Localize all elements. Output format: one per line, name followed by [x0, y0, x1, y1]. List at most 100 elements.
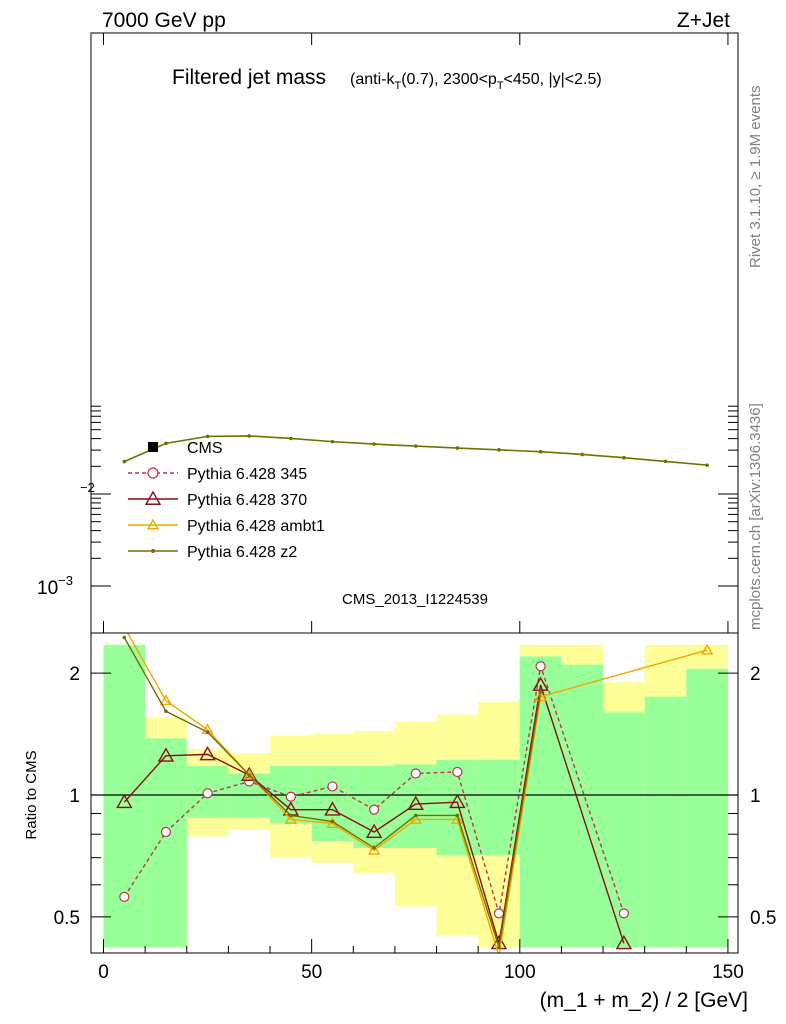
- ratio-point: [618, 908, 629, 919]
- ratio-point: [407, 795, 424, 810]
- ratio-point: [247, 773, 252, 777]
- green-band-bin: [519, 656, 562, 948]
- main-series: [122, 434, 709, 467]
- ratio-point: [365, 823, 383, 838]
- ratio-series-pythia-6-428-ambt1: [126, 633, 714, 953]
- legend-item-pythia-6-428-z2: Pythia 6.428 z2: [128, 544, 297, 561]
- ratio-y-tick-label-right: 0.5: [750, 908, 776, 929]
- ratio-point: [205, 730, 210, 734]
- data-point: [538, 449, 543, 454]
- main-panel-frame: [90, 32, 739, 634]
- ratio-point: [202, 788, 213, 799]
- data-point: [705, 463, 709, 467]
- ratio-point: [159, 694, 173, 706]
- uncertainty-bands: [103, 644, 728, 948]
- analysis-id: CMS_2013_I1224539: [342, 591, 488, 608]
- legend: CMS Pythia 6.428 345 Pythia 6.428 370 Pythi…: [128, 440, 325, 561]
- ratio-point: [451, 813, 464, 824]
- ratio-y-tick-label: 1: [69, 786, 80, 807]
- main-y-axis: [91, 33, 738, 633]
- ratio-point: [368, 804, 380, 815]
- ratio-point: [285, 791, 296, 802]
- data-point: [663, 459, 668, 464]
- legend-marker: [151, 549, 155, 553]
- ratio-point: [372, 846, 376, 850]
- legend-item-pythia-6-428-345: Pythia 6.428 345: [128, 466, 307, 483]
- ratio-axes: 0.5 0.5 1 1 2 2 0 50 100 150: [54, 664, 777, 983]
- ratio-y-tick-label-right: 2: [750, 664, 761, 685]
- ratio-point: [413, 813, 418, 818]
- x-tick-label: 50: [301, 962, 322, 983]
- ratio-y-tick-label: 2: [69, 664, 80, 685]
- ratio-series-pythia-6-428-345: [119, 661, 629, 919]
- ratio-point: [535, 661, 546, 672]
- ratio-y-tick-label-right: 1: [750, 786, 761, 807]
- legend-item-pythia-6-428-ambt1: Pythia 6.428 ambt1: [128, 518, 325, 535]
- legend-marker: [146, 518, 160, 530]
- ratio-point: [199, 745, 216, 761]
- process-label: Z+Jet: [677, 9, 730, 32]
- ratio-point: [493, 908, 505, 919]
- ratio-point: [242, 768, 256, 780]
- ratio-point: [122, 635, 127, 640]
- green-band-bin: [686, 668, 728, 948]
- green-band-bin: [561, 664, 604, 948]
- plot-title: Filtered jet mass (anti-kT(0.7), 2300<pT…: [172, 66, 602, 92]
- ratio-y-tick-label: 0.5: [54, 908, 80, 929]
- data-point: [205, 434, 210, 439]
- mcplots-label: mcplots.cern.ch [arXiv:1306.3436]: [747, 403, 764, 630]
- ratio-point: [615, 934, 633, 950]
- legend-marker: [147, 467, 159, 479]
- data-point: [372, 442, 376, 446]
- ratio-point: [289, 813, 293, 818]
- energy-label: 7000 GeV pp: [102, 9, 226, 32]
- data-point: [330, 439, 335, 444]
- ratio-point: [116, 793, 133, 809]
- data-point: [122, 459, 127, 464]
- title-main: Filtered jet mass: [172, 66, 326, 89]
- data-point: [289, 436, 293, 441]
- legend-label: Pythia 6.428 345: [187, 466, 307, 483]
- ratio-point: [367, 843, 381, 855]
- data-point: [497, 448, 501, 452]
- data-point: [622, 455, 626, 460]
- legend-label: Pythia 6.428 ambt1: [187, 518, 325, 535]
- data-point: [455, 446, 460, 450]
- ratio-point: [284, 813, 298, 824]
- x-axis-label: (m_1 + m_2) / 2 [GeV]: [540, 989, 748, 1012]
- data-point: [247, 434, 252, 438]
- data-point: [164, 441, 168, 446]
- ratio-point: [409, 813, 422, 824]
- ratio-line: [126, 633, 708, 953]
- ratio-line: [123, 684, 625, 944]
- main-panel: −2 10−3 CMS_2013_I1224539 CMS Pythia 6.42…: [37, 32, 739, 634]
- ratio-point: [410, 768, 421, 779]
- x-tick-label: 100: [504, 962, 536, 983]
- legend-marker: [144, 490, 162, 505]
- rivet-label: Rivet 3.1.10, ≥ 1.9M events: [747, 86, 764, 269]
- ratio-point: [497, 945, 501, 950]
- ratio-point: [455, 813, 460, 818]
- green-band-bin: [644, 696, 687, 948]
- ratio-series: [116, 633, 714, 953]
- legend-label: CMS: [187, 440, 223, 457]
- ratio-point: [330, 819, 335, 824]
- data-point: [580, 452, 585, 457]
- ratio-point: [327, 781, 338, 792]
- data-point: [413, 444, 418, 448]
- green-band-bin: [478, 760, 520, 856]
- title-detail: (anti-kT(0.7), 2300<pT<450, |y|<2.5): [350, 71, 602, 92]
- ratio-point: [700, 643, 714, 655]
- ratio-series-pythia-6-428-370: [116, 676, 633, 950]
- ratio-ylabel: Ratio to CMS: [23, 750, 40, 839]
- ratio-point: [324, 801, 341, 816]
- legend-label: Pythia 6.428 370: [187, 492, 307, 509]
- ratio-point: [538, 689, 543, 694]
- legend-marker: [148, 442, 158, 452]
- ratio-point: [160, 826, 172, 838]
- ratio-point: [452, 766, 463, 778]
- ratio-point: [534, 690, 547, 702]
- x-tick-label: 150: [712, 962, 744, 983]
- ratio-series-pythia-6-428-z2: [122, 635, 543, 950]
